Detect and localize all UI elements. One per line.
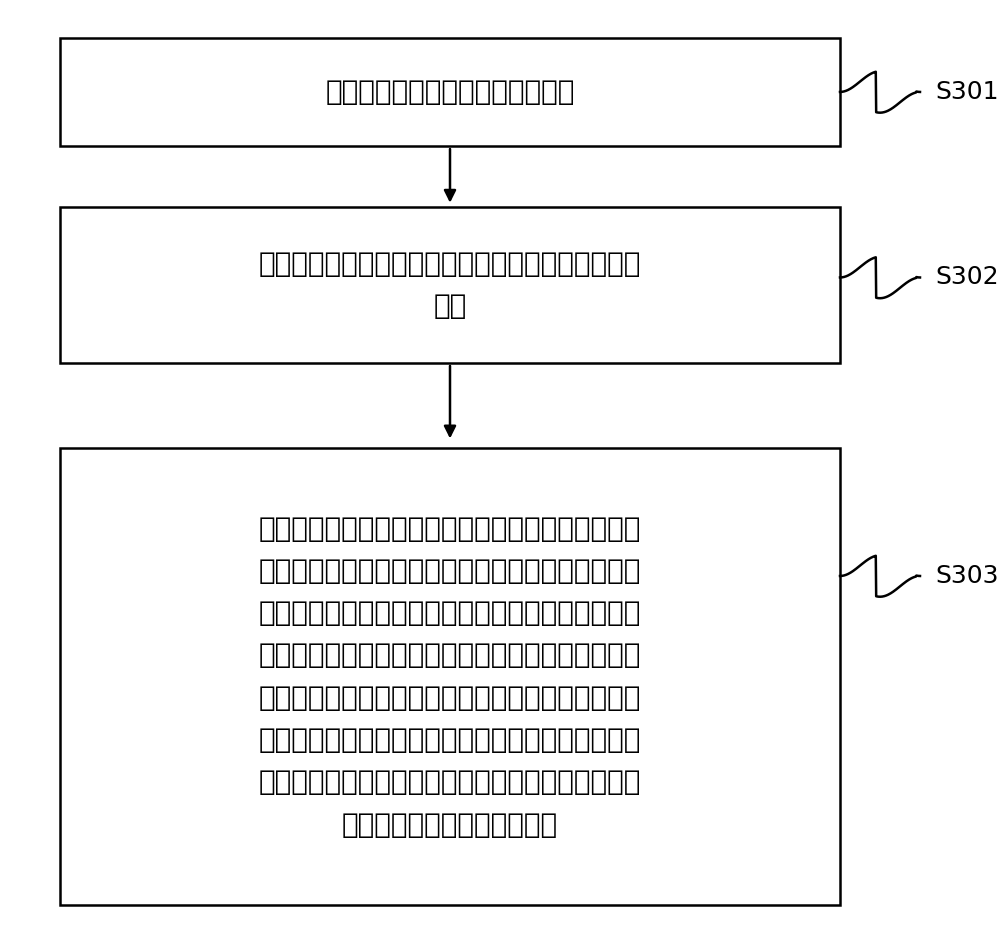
Text: 在经过刻蚀的基体表面印刷浆料，得到待烧结太阳能
电池: 在经过刻蚀的基体表面印刷浆料，得到待烧结太阳能 电池 [259, 250, 641, 321]
Text: S301: S301 [935, 80, 998, 104]
Text: 对基体依次进行制绒、扩散及刻蚀: 对基体依次进行制绒、扩散及刻蚀 [325, 78, 575, 106]
Text: S302: S302 [935, 266, 999, 290]
Bar [60, 207, 840, 363]
Bar [60, 38, 840, 146]
Text: S303: S303 [935, 564, 998, 588]
Bar [60, 448, 840, 905]
Text: 对所述待烧结太阳能电池进行烧结，在所述烧结的过
程中，所述待烧结太阳能电池保持正面向上放置在水
平平面上，并对所述待烧结太阳能电池的正面施加垂
直于所述待烧结太: 对所述待烧结太阳能电池进行烧结，在所述烧结的过 程中，所述待烧结太阳能电池保持正… [259, 515, 641, 838]
